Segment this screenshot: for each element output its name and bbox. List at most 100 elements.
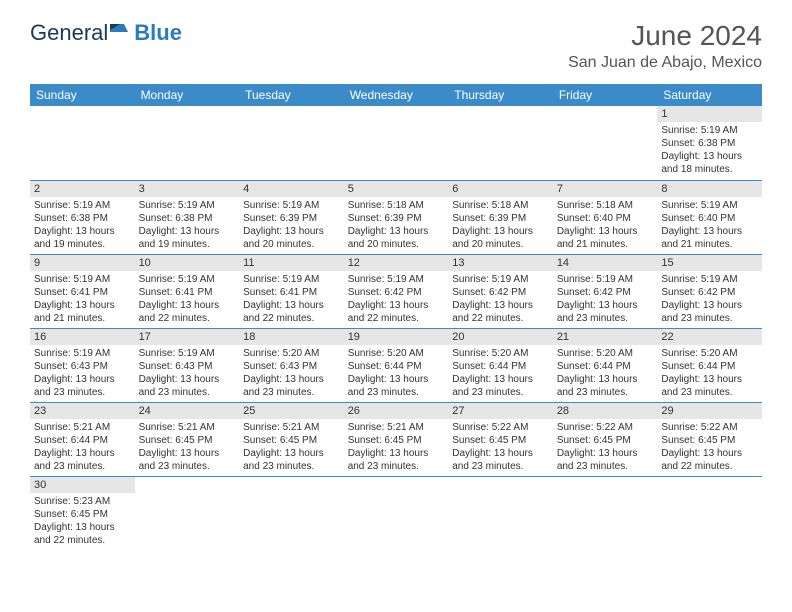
day-cell: 25Sunrise: 5:21 AMSunset: 6:45 PMDayligh… xyxy=(239,402,344,476)
title-block: June 2024 San Juan de Abajo, Mexico xyxy=(568,20,762,72)
header: General Blue June 2024 San Juan de Abajo,… xyxy=(30,20,762,72)
day-cell: 29Sunrise: 5:22 AMSunset: 6:45 PMDayligh… xyxy=(657,402,762,476)
day-number: 28 xyxy=(553,403,658,419)
day-number: 27 xyxy=(448,403,553,419)
calendar-row: 9Sunrise: 5:19 AMSunset: 6:41 PMDaylight… xyxy=(30,254,762,328)
weekday-header: Thursday xyxy=(448,84,553,106)
day-number: 26 xyxy=(344,403,449,419)
day-cell: 24Sunrise: 5:21 AMSunset: 6:45 PMDayligh… xyxy=(135,402,240,476)
day-cell: 13Sunrise: 5:19 AMSunset: 6:42 PMDayligh… xyxy=(448,254,553,328)
calendar-row: 2Sunrise: 5:19 AMSunset: 6:38 PMDaylight… xyxy=(30,180,762,254)
empty-cell xyxy=(448,476,553,550)
day-cell: 7Sunrise: 5:18 AMSunset: 6:40 PMDaylight… xyxy=(553,180,658,254)
empty-cell xyxy=(239,476,344,550)
day-detail: Sunrise: 5:19 AMSunset: 6:38 PMDaylight:… xyxy=(30,197,135,253)
empty-cell xyxy=(30,106,135,180)
empty-cell xyxy=(344,476,449,550)
day-number: 7 xyxy=(553,181,658,197)
day-cell: 30Sunrise: 5:23 AMSunset: 6:45 PMDayligh… xyxy=(30,476,135,550)
day-number: 10 xyxy=(135,255,240,271)
day-number: 20 xyxy=(448,329,553,345)
day-detail: Sunrise: 5:20 AMSunset: 6:44 PMDaylight:… xyxy=(657,345,762,401)
day-detail: Sunrise: 5:22 AMSunset: 6:45 PMDaylight:… xyxy=(448,419,553,475)
empty-cell xyxy=(135,106,240,180)
day-cell: 26Sunrise: 5:21 AMSunset: 6:45 PMDayligh… xyxy=(344,402,449,476)
day-cell: 28Sunrise: 5:22 AMSunset: 6:45 PMDayligh… xyxy=(553,402,658,476)
day-number: 17 xyxy=(135,329,240,345)
day-detail: Sunrise: 5:19 AMSunset: 6:41 PMDaylight:… xyxy=(239,271,344,327)
day-cell: 2Sunrise: 5:19 AMSunset: 6:38 PMDaylight… xyxy=(30,180,135,254)
day-number: 24 xyxy=(135,403,240,419)
day-detail: Sunrise: 5:20 AMSunset: 6:43 PMDaylight:… xyxy=(239,345,344,401)
location: San Juan de Abajo, Mexico xyxy=(568,54,762,72)
weekday-header: Saturday xyxy=(657,84,762,106)
day-cell: 6Sunrise: 5:18 AMSunset: 6:39 PMDaylight… xyxy=(448,180,553,254)
day-number: 21 xyxy=(553,329,658,345)
day-cell: 18Sunrise: 5:20 AMSunset: 6:43 PMDayligh… xyxy=(239,328,344,402)
day-number: 29 xyxy=(657,403,762,419)
day-cell: 17Sunrise: 5:19 AMSunset: 6:43 PMDayligh… xyxy=(135,328,240,402)
day-detail: Sunrise: 5:19 AMSunset: 6:38 PMDaylight:… xyxy=(135,197,240,253)
empty-cell xyxy=(239,106,344,180)
day-detail: Sunrise: 5:19 AMSunset: 6:40 PMDaylight:… xyxy=(657,197,762,253)
weekday-header: Monday xyxy=(135,84,240,106)
day-detail: Sunrise: 5:19 AMSunset: 6:43 PMDaylight:… xyxy=(135,345,240,401)
weekday-header: Friday xyxy=(553,84,658,106)
day-detail: Sunrise: 5:19 AMSunset: 6:42 PMDaylight:… xyxy=(344,271,449,327)
day-detail: Sunrise: 5:18 AMSunset: 6:40 PMDaylight:… xyxy=(553,197,658,253)
day-detail: Sunrise: 5:22 AMSunset: 6:45 PMDaylight:… xyxy=(553,419,658,475)
logo-text-1: General xyxy=(30,20,108,46)
empty-cell xyxy=(657,476,762,550)
day-cell: 19Sunrise: 5:20 AMSunset: 6:44 PMDayligh… xyxy=(344,328,449,402)
weekday-header: Wednesday xyxy=(344,84,449,106)
day-cell: 23Sunrise: 5:21 AMSunset: 6:44 PMDayligh… xyxy=(30,402,135,476)
weekday-header: Tuesday xyxy=(239,84,344,106)
day-cell: 11Sunrise: 5:19 AMSunset: 6:41 PMDayligh… xyxy=(239,254,344,328)
calendar-row: 16Sunrise: 5:19 AMSunset: 6:43 PMDayligh… xyxy=(30,328,762,402)
day-number: 6 xyxy=(448,181,553,197)
day-number: 4 xyxy=(239,181,344,197)
day-cell: 21Sunrise: 5:20 AMSunset: 6:44 PMDayligh… xyxy=(553,328,658,402)
day-cell: 16Sunrise: 5:19 AMSunset: 6:43 PMDayligh… xyxy=(30,328,135,402)
day-cell: 27Sunrise: 5:22 AMSunset: 6:45 PMDayligh… xyxy=(448,402,553,476)
day-detail: Sunrise: 5:21 AMSunset: 6:45 PMDaylight:… xyxy=(344,419,449,475)
day-detail: Sunrise: 5:21 AMSunset: 6:44 PMDaylight:… xyxy=(30,419,135,475)
day-number: 11 xyxy=(239,255,344,271)
logo: General Blue xyxy=(30,20,182,46)
weekday-header: Sunday xyxy=(30,84,135,106)
day-detail: Sunrise: 5:21 AMSunset: 6:45 PMDaylight:… xyxy=(135,419,240,475)
day-cell: 1Sunrise: 5:19 AMSunset: 6:38 PMDaylight… xyxy=(657,106,762,180)
day-detail: Sunrise: 5:19 AMSunset: 6:41 PMDaylight:… xyxy=(135,271,240,327)
day-detail: Sunrise: 5:18 AMSunset: 6:39 PMDaylight:… xyxy=(344,197,449,253)
calendar-row: 23Sunrise: 5:21 AMSunset: 6:44 PMDayligh… xyxy=(30,402,762,476)
day-detail: Sunrise: 5:19 AMSunset: 6:42 PMDaylight:… xyxy=(448,271,553,327)
calendar-row: 1Sunrise: 5:19 AMSunset: 6:38 PMDaylight… xyxy=(30,106,762,180)
day-detail: Sunrise: 5:19 AMSunset: 6:42 PMDaylight:… xyxy=(553,271,658,327)
day-number: 23 xyxy=(30,403,135,419)
day-cell: 10Sunrise: 5:19 AMSunset: 6:41 PMDayligh… xyxy=(135,254,240,328)
day-number: 5 xyxy=(344,181,449,197)
day-detail: Sunrise: 5:19 AMSunset: 6:38 PMDaylight:… xyxy=(657,122,762,178)
empty-cell xyxy=(135,476,240,550)
day-cell: 14Sunrise: 5:19 AMSunset: 6:42 PMDayligh… xyxy=(553,254,658,328)
logo-text-2: Blue xyxy=(134,20,182,46)
day-number: 16 xyxy=(30,329,135,345)
day-cell: 4Sunrise: 5:19 AMSunset: 6:39 PMDaylight… xyxy=(239,180,344,254)
day-number: 25 xyxy=(239,403,344,419)
day-detail: Sunrise: 5:18 AMSunset: 6:39 PMDaylight:… xyxy=(448,197,553,253)
day-detail: Sunrise: 5:20 AMSunset: 6:44 PMDaylight:… xyxy=(344,345,449,401)
weekday-header-row: SundayMondayTuesdayWednesdayThursdayFrid… xyxy=(30,84,762,106)
day-cell: 15Sunrise: 5:19 AMSunset: 6:42 PMDayligh… xyxy=(657,254,762,328)
empty-cell xyxy=(553,106,658,180)
day-cell: 22Sunrise: 5:20 AMSunset: 6:44 PMDayligh… xyxy=(657,328,762,402)
day-detail: Sunrise: 5:19 AMSunset: 6:41 PMDaylight:… xyxy=(30,271,135,327)
empty-cell xyxy=(553,476,658,550)
day-detail: Sunrise: 5:19 AMSunset: 6:39 PMDaylight:… xyxy=(239,197,344,253)
empty-cell xyxy=(448,106,553,180)
day-number: 13 xyxy=(448,255,553,271)
day-number: 12 xyxy=(344,255,449,271)
day-detail: Sunrise: 5:19 AMSunset: 6:42 PMDaylight:… xyxy=(657,271,762,327)
day-cell: 20Sunrise: 5:20 AMSunset: 6:44 PMDayligh… xyxy=(448,328,553,402)
day-number: 18 xyxy=(239,329,344,345)
day-number: 14 xyxy=(553,255,658,271)
